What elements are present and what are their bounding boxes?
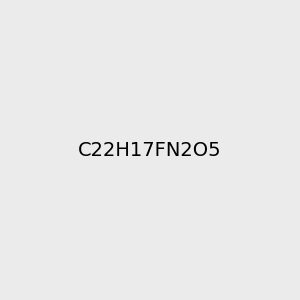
Text: C22H17FN2O5: C22H17FN2O5 bbox=[78, 140, 222, 160]
